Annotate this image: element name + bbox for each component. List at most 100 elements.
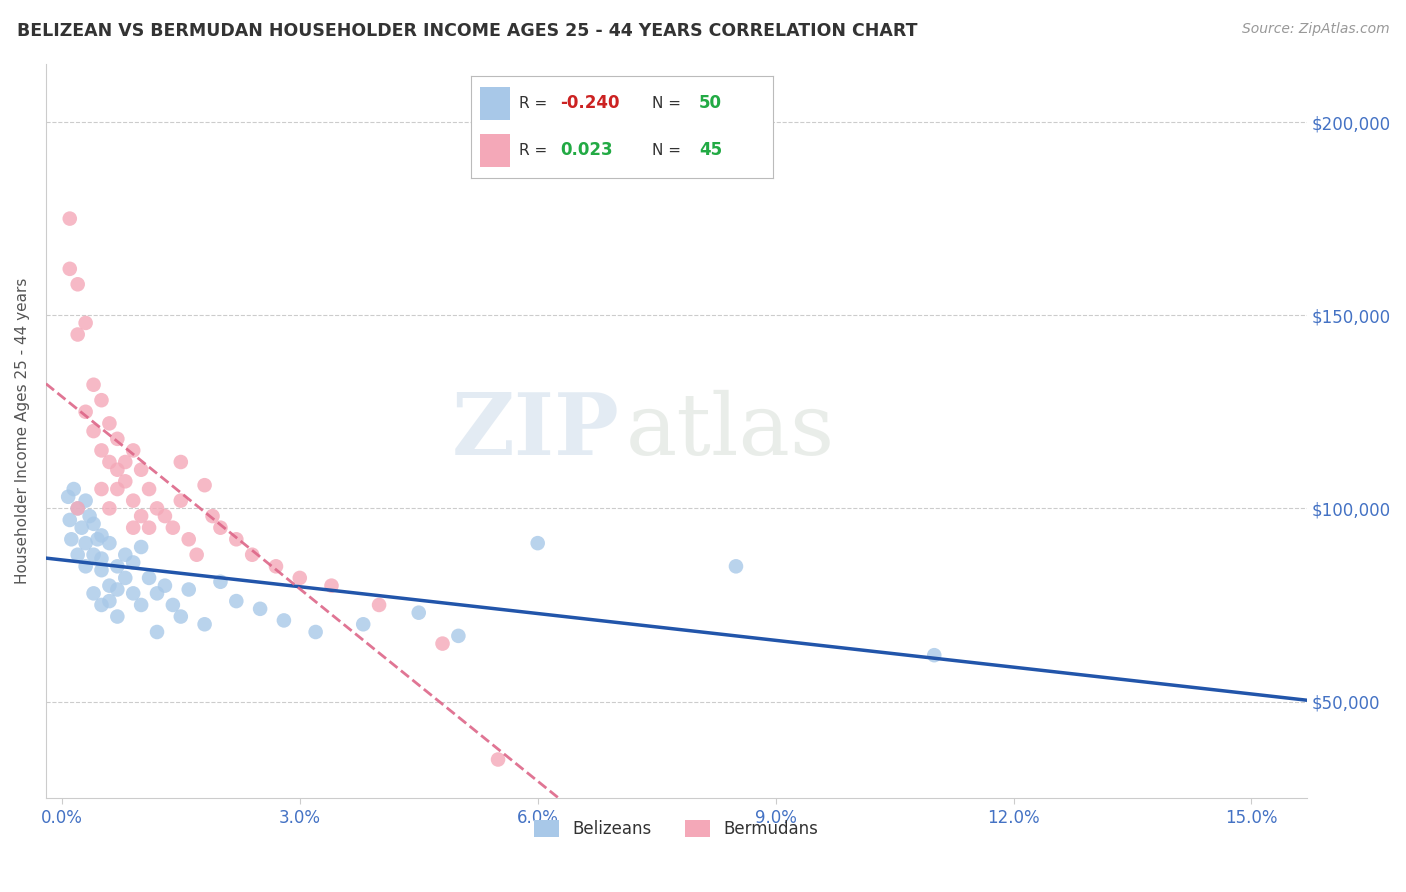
Point xyxy=(177,582,200,597)
Point xyxy=(60,533,83,547)
Point xyxy=(90,443,112,458)
Point xyxy=(114,548,136,562)
Text: 45: 45 xyxy=(699,141,723,159)
Point xyxy=(122,493,145,508)
Point xyxy=(922,648,945,663)
Point xyxy=(153,509,176,524)
Point xyxy=(129,509,152,524)
Point xyxy=(75,493,97,508)
Point xyxy=(90,528,112,542)
Text: R =: R = xyxy=(519,95,553,111)
Point xyxy=(90,393,112,408)
Point xyxy=(114,475,136,489)
Point xyxy=(98,417,121,431)
Point xyxy=(79,509,101,524)
Point xyxy=(114,571,136,585)
Text: N =: N = xyxy=(652,143,686,158)
Point xyxy=(153,579,176,593)
Point xyxy=(321,579,343,593)
Point xyxy=(209,521,232,535)
Point xyxy=(98,594,121,608)
Point xyxy=(75,559,97,574)
Point xyxy=(66,327,89,342)
Point xyxy=(122,443,145,458)
Text: Source: ZipAtlas.com: Source: ZipAtlas.com xyxy=(1241,22,1389,37)
Point xyxy=(98,455,121,469)
Text: N =: N = xyxy=(652,95,686,111)
Point xyxy=(66,501,89,516)
Point xyxy=(129,463,152,477)
Point xyxy=(177,533,200,547)
Point xyxy=(138,521,160,535)
Text: 0.023: 0.023 xyxy=(560,141,613,159)
Point xyxy=(225,594,247,608)
Point xyxy=(486,752,509,766)
Point xyxy=(98,501,121,516)
Text: atlas: atlas xyxy=(626,390,835,473)
Point xyxy=(249,602,271,616)
Point xyxy=(170,455,193,469)
Point xyxy=(273,614,295,628)
Text: ZIP: ZIP xyxy=(451,389,620,473)
Point xyxy=(59,513,82,527)
Text: 50: 50 xyxy=(699,94,723,112)
Point xyxy=(240,548,263,562)
Point xyxy=(129,540,152,554)
Point xyxy=(122,586,145,600)
Point xyxy=(62,482,84,496)
Point xyxy=(138,482,160,496)
Point xyxy=(122,556,145,570)
Point xyxy=(146,625,169,640)
Point xyxy=(90,598,112,612)
Point xyxy=(75,405,97,419)
Point xyxy=(225,533,247,547)
Point xyxy=(368,598,391,612)
Point xyxy=(98,579,121,593)
Point xyxy=(86,533,108,547)
Point xyxy=(83,548,105,562)
Point xyxy=(90,482,112,496)
Point xyxy=(114,455,136,469)
Point xyxy=(105,432,128,446)
Point xyxy=(186,548,208,562)
Point xyxy=(170,493,193,508)
Point xyxy=(90,563,112,577)
Point xyxy=(122,521,145,535)
Point xyxy=(162,598,184,612)
Point xyxy=(56,490,79,504)
Point xyxy=(146,501,169,516)
Point xyxy=(90,551,112,566)
Point xyxy=(105,482,128,496)
Text: -0.240: -0.240 xyxy=(560,94,620,112)
Point xyxy=(526,536,548,550)
Point xyxy=(304,625,326,640)
Text: BELIZEAN VS BERMUDAN HOUSEHOLDER INCOME AGES 25 - 44 YEARS CORRELATION CHART: BELIZEAN VS BERMUDAN HOUSEHOLDER INCOME … xyxy=(17,22,917,40)
Point xyxy=(432,637,454,651)
Point xyxy=(59,211,82,226)
Point xyxy=(66,548,89,562)
Point xyxy=(170,609,193,624)
Point xyxy=(105,582,128,597)
Point xyxy=(724,559,747,574)
Point xyxy=(83,424,105,438)
Point xyxy=(138,571,160,585)
Point xyxy=(66,501,89,516)
Point xyxy=(105,463,128,477)
Point xyxy=(75,536,97,550)
Legend: Belizeans, Bermudans: Belizeans, Bermudans xyxy=(527,814,825,845)
Point xyxy=(352,617,374,632)
Point xyxy=(75,316,97,330)
Point xyxy=(201,509,224,524)
Bar xyxy=(479,135,510,167)
Point xyxy=(264,559,287,574)
Point xyxy=(66,277,89,292)
Point xyxy=(447,629,470,643)
Point xyxy=(162,521,184,535)
Point xyxy=(194,617,217,632)
Point xyxy=(288,571,311,585)
Point xyxy=(209,574,232,589)
Point xyxy=(83,586,105,600)
Point xyxy=(70,521,93,535)
Point xyxy=(105,609,128,624)
Point xyxy=(83,516,105,531)
